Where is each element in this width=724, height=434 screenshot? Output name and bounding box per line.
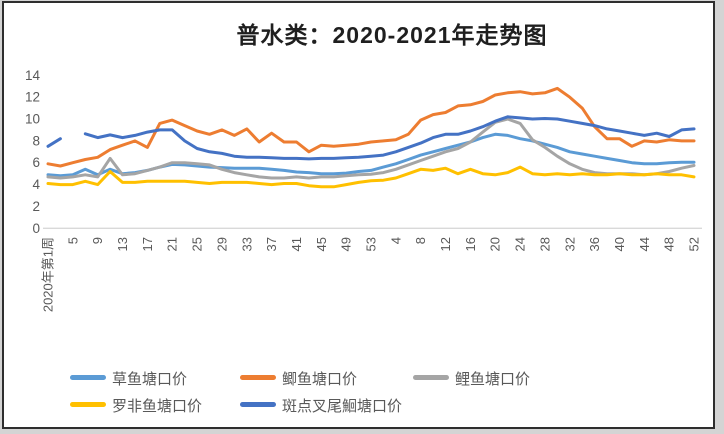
svg-text:33: 33 [239,237,254,251]
legend-label: 罗非鱼塘口价 [112,398,203,415]
svg-text:20: 20 [488,237,503,251]
svg-text:0: 0 [32,221,40,236]
svg-text:32: 32 [562,237,577,251]
svg-text:8: 8 [413,237,428,244]
svg-text:17: 17 [140,237,155,251]
svg-text:53: 53 [364,237,379,251]
chart-title: 普水类：2020-2021年走势图 [236,22,548,48]
svg-text:2: 2 [32,199,40,214]
image-border-frame [2,1,715,429]
svg-text:52: 52 [687,237,702,251]
legend-swatch [413,375,449,380]
x-axis-labels: 2020年第1周 5 9 13 17 21 25 29 33 37 41 45 49 53 4 8 12 16 20… [41,237,702,312]
svg-text:29: 29 [214,237,229,251]
svg-text:28: 28 [537,237,552,251]
svg-text:5: 5 [65,237,80,244]
legend-swatch [70,375,106,380]
svg-text:12: 12 [438,237,453,251]
legend-label: 斑点叉尾鮰塘口价 [282,398,403,415]
legend-swatch [240,375,276,380]
svg-text:36: 36 [587,237,602,251]
svg-text:4: 4 [388,237,403,244]
svg-text:41: 41 [289,237,304,251]
svg-text:21: 21 [165,237,180,251]
svg-text:10: 10 [25,112,40,127]
legend-swatch [70,402,106,407]
svg-text:45: 45 [314,237,329,251]
svg-text:2020年第1周: 2020年第1周 [41,237,56,312]
svg-text:25: 25 [190,237,205,251]
svg-text:24: 24 [513,237,528,251]
svg-text:40: 40 [612,237,627,251]
legend-label: 鲤鱼塘口价 [455,371,531,388]
svg-text:49: 49 [339,237,354,251]
svg-text:16: 16 [463,237,478,251]
series-lines [46,86,696,189]
svg-text:6: 6 [32,155,40,170]
svg-text:4: 4 [32,177,40,192]
svg-text:8: 8 [32,133,40,148]
svg-text:12: 12 [25,90,40,105]
svg-text:48: 48 [662,237,677,251]
svg-text:9: 9 [90,237,105,244]
y-axis-labels: 0 2 4 6 8 10 12 14 [25,68,41,236]
legend-label: 草鱼塘口价 [112,371,188,388]
svg-text:37: 37 [264,237,279,251]
legend-label: 鲫鱼塘口价 [282,371,358,388]
legend-swatch [240,402,276,407]
svg-text:14: 14 [25,68,41,83]
svg-text:44: 44 [637,237,652,251]
svg-text:13: 13 [115,237,130,251]
